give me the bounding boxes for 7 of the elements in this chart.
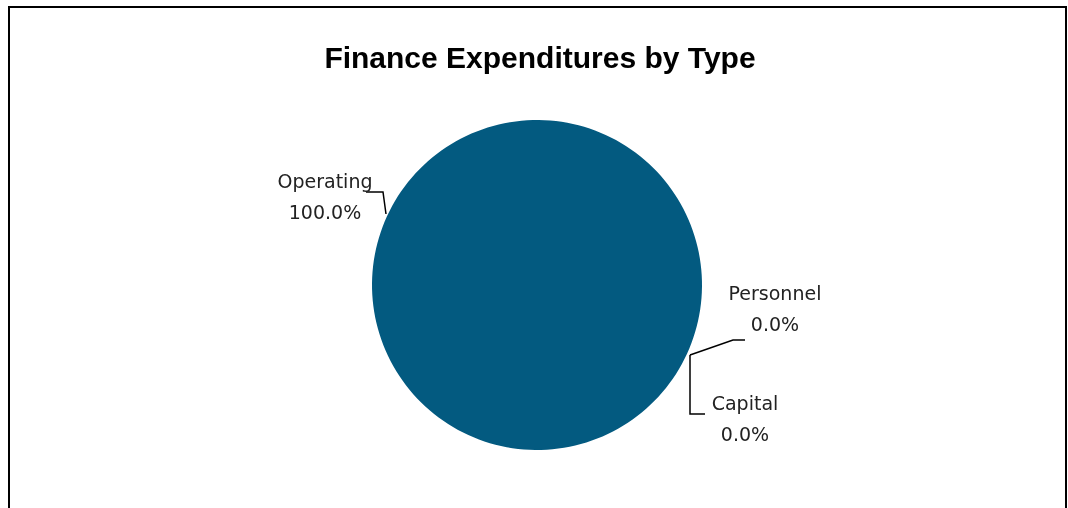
slice-label: Operating: [277, 170, 373, 192]
category-label: Personnel: [728, 282, 822, 304]
text: 0.0%: [750, 313, 800, 335]
data-label: 100.0%: [288, 201, 362, 223]
text: 0.0%: [720, 423, 770, 445]
category-label: Capital: [711, 392, 779, 414]
chart-title: Finance Expenditures by Type: [324, 41, 756, 74]
